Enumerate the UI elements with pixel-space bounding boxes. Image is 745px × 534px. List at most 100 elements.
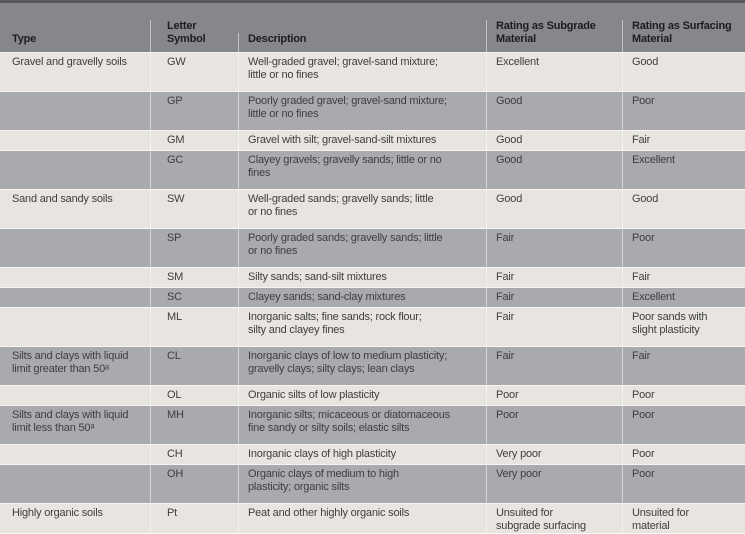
cell-text: Fair — [632, 350, 651, 362]
rating-surfacing-cell: Excellent — [622, 151, 745, 189]
table-row: OL Organic silts of low plasticity Poor … — [0, 386, 745, 406]
cell-text: limit less than 50ᵃ — [12, 422, 95, 434]
letter-symbol-cell: ML — [150, 308, 238, 346]
type-cell — [0, 288, 150, 307]
table-row: GC Clayey gravels; gravelly sands; littl… — [0, 151, 745, 190]
letter-symbol-cell: CH — [150, 445, 238, 464]
cell-text: Very poor — [496, 468, 542, 480]
cell-text: fine sandy or silty soils; elastic silts — [248, 422, 410, 434]
cell-text: Poor — [632, 232, 655, 244]
rating-surfacing-cell: Fair — [622, 131, 745, 150]
cell-text: Silts and clays with liquid — [12, 409, 129, 421]
cell-text: GP — [167, 95, 183, 107]
description-cell: Clayey gravels; gravelly sands; little o… — [238, 151, 486, 189]
cell-text: Fair — [496, 291, 515, 303]
rating-surfacing-cell: Good — [622, 53, 745, 91]
cell-text: Organic clays of medium to high — [248, 468, 399, 480]
type-cell: Silts and clays with liquid limit less t… — [0, 406, 150, 444]
description-cell: Clayey sands; sand-clay mixtures — [238, 288, 486, 307]
table-row: OH Organic clays of medium to high plast… — [0, 465, 745, 504]
type-cell — [0, 92, 150, 130]
type-cell: Highly organic soils — [0, 504, 150, 533]
letter-symbol-cell: SC — [150, 288, 238, 307]
description-cell: Gravel with silt; gravel-sand-silt mixtu… — [238, 131, 486, 150]
rating-subgrade-cell: Fair — [486, 229, 622, 267]
rating-surfacing-cell: Fair — [622, 347, 745, 385]
type-cell — [0, 268, 150, 287]
cell-text: Poor — [496, 409, 519, 421]
table-row: Silts and clays with liquid limit greate… — [0, 347, 745, 386]
cell-text: Excellent — [632, 291, 675, 303]
table-row: Highly organic soils Pt Peat and other h… — [0, 504, 745, 534]
cell-text: little or no fines — [248, 108, 319, 120]
cell-text: Fair — [632, 271, 651, 283]
rating-subgrade-cell: Good — [486, 92, 622, 130]
cell-text: Poor — [632, 389, 655, 401]
cell-text: SP — [167, 232, 182, 244]
type-cell — [0, 229, 150, 267]
type-cell: Gravel and gravelly soils — [0, 53, 150, 91]
rating-surfacing-cell: Poor — [622, 386, 745, 405]
cell-text: Fair — [496, 232, 515, 244]
cell-text: Well-graded gravel; gravel-sand mixture; — [248, 56, 438, 68]
rating-subgrade-cell: Good — [486, 151, 622, 189]
cell-text: Inorganic silts; micaceous or diatomaceo… — [248, 409, 450, 421]
header-label: Type — [12, 33, 37, 45]
letter-symbol-cell: Pt — [150, 504, 238, 533]
rating-surfacing-cell: Poor — [622, 445, 745, 464]
cell-text: Gravel with silt; gravel-sand-silt mixtu… — [248, 134, 437, 146]
rating-subgrade-cell: Fair — [486, 268, 622, 287]
header-label: Symbol — [167, 33, 206, 45]
cell-text: Good — [496, 193, 523, 205]
type-cell — [0, 465, 150, 503]
header-cell-type: Type — [0, 33, 150, 52]
table-row: GM Gravel with silt; gravel-sand-silt mi… — [0, 131, 745, 151]
letter-symbol-cell: OH — [150, 465, 238, 503]
rating-subgrade-cell: Poor — [486, 386, 622, 405]
cell-text: Silty sands; sand-silt mixtures — [248, 271, 387, 283]
letter-symbol-cell: GM — [150, 131, 238, 150]
cell-text: ML — [167, 311, 182, 323]
cell-text: Good — [496, 134, 523, 146]
cell-text: OH — [167, 468, 184, 480]
cell-text: Good — [632, 193, 659, 205]
type-cell: Silts and clays with liquid limit greate… — [0, 347, 150, 385]
cell-text: GC — [167, 154, 184, 166]
description-cell: Inorganic salts; fine sands; rock flour;… — [238, 308, 486, 346]
cell-text: Fair — [496, 311, 515, 323]
table-row: Sand and sandy soils SW Well-graded sand… — [0, 190, 745, 229]
rating-subgrade-cell: Excellent — [486, 53, 622, 91]
cell-text: Fair — [496, 350, 515, 362]
rating-surfacing-cell: Fair — [622, 268, 745, 287]
cell-text: Pt — [167, 507, 177, 519]
letter-symbol-cell: CL — [150, 347, 238, 385]
description-cell: Peat and other highly organic soils — [238, 504, 486, 533]
cell-text: Inorganic clays of low to medium plastic… — [248, 350, 448, 362]
cell-text: Poor — [632, 409, 655, 421]
table-row: CH Inorganic clays of high plasticity Ve… — [0, 445, 745, 465]
table-header-row: Type Letter Symbol Description Rating as… — [0, 3, 745, 53]
rating-surfacing-cell: Poor — [622, 229, 745, 267]
cell-text: Excellent — [496, 56, 539, 68]
rating-surfacing-cell: Excellent — [622, 288, 745, 307]
letter-symbol-cell: GC — [150, 151, 238, 189]
letter-symbol-cell: GW — [150, 53, 238, 91]
cell-text: Sand and sandy soils — [12, 193, 113, 205]
rating-subgrade-cell: Poor — [486, 406, 622, 444]
cell-text: Clayey sands; sand-clay mixtures — [248, 291, 406, 303]
cell-text: or no fines — [248, 206, 298, 218]
rating-surfacing-cell: Poor sands with slight plasticity — [622, 308, 745, 346]
letter-symbol-cell: OL — [150, 386, 238, 405]
cell-text: fines — [248, 167, 271, 179]
cell-text: Good — [632, 56, 659, 68]
rating-subgrade-cell: Very poor — [486, 445, 622, 464]
letter-symbol-cell: SM — [150, 268, 238, 287]
rating-subgrade-cell: Fair — [486, 347, 622, 385]
description-cell: Well-graded gravel; gravel-sand mixture;… — [238, 53, 486, 91]
cell-text: SW — [167, 193, 185, 205]
header-cell-rating-surfacing: Rating as Surfacing Material — [622, 20, 745, 52]
rating-surfacing-cell: Good — [622, 190, 745, 228]
table-body: Gravel and gravelly soils GW Well-graded… — [0, 53, 745, 534]
cell-text: silty and clayey fines — [248, 324, 345, 336]
